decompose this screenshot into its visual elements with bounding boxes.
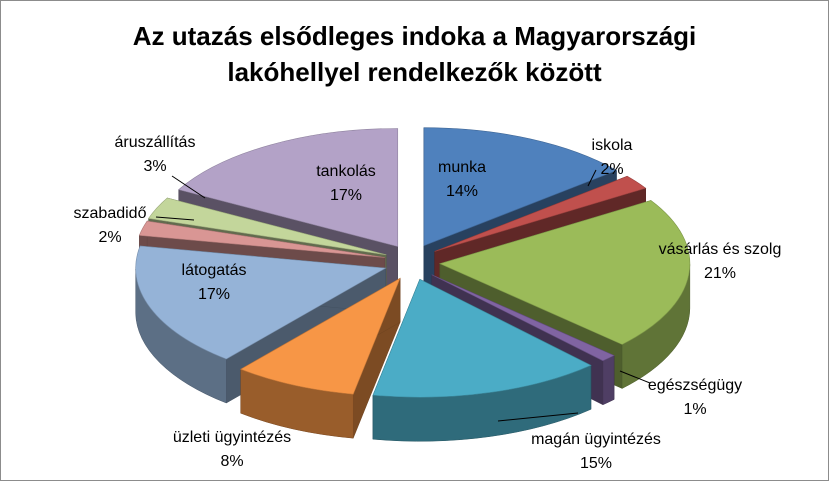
- leader-line-iskola: [587, 169, 597, 187]
- slice-value-szabadid-: 2%: [98, 229, 121, 246]
- slice-value-iskola: 2%: [600, 161, 623, 178]
- slice-value-mag-n-gyint-z-s: 15%: [580, 455, 612, 472]
- slice-value-munka: 14%: [446, 183, 478, 200]
- leader-line-szabadid-: [155, 216, 195, 221]
- slice-label-munka: munka: [438, 159, 486, 176]
- slice-label-eg-szs-g-gy: egészségügy: [648, 377, 742, 394]
- leader-line-eg-szs-g-gy: [619, 370, 651, 384]
- slice-label-v-s-rl-s-s-szolg: vásárlás és szolg: [659, 241, 782, 258]
- slice-value--rusz-ll-t-s: 3%: [143, 158, 166, 175]
- slice-value-v-s-rl-s-s-szolg: 21%: [704, 265, 736, 282]
- slice-label--rusz-ll-t-s: áruszállítás: [115, 134, 196, 151]
- slice-label-szabadid-: szabadidő: [74, 205, 147, 222]
- chart-title-line-1: Az utazás elsődleges indoka a Magyarorsz…: [132, 21, 697, 51]
- slice-label-tankol-s: tankolás: [316, 163, 376, 180]
- slice-mag-n-gyint-z-s: [372, 278, 592, 442]
- chart-title: Az utazás elsődleges indoka a Magyarorsz…: [0, 18, 829, 90]
- slice-value--zleti-gyint-z-s: 8%: [220, 453, 243, 470]
- slice-value-eg-szs-g-gy: 1%: [683, 401, 706, 418]
- chart-title-line-2: lakóhellyel rendelkezők között: [227, 57, 602, 87]
- slice-label-iskola: iskola: [592, 137, 633, 154]
- slice--zleti-gyint-z-s: [240, 277, 401, 439]
- slice-value-tankol-s: 17%: [330, 187, 362, 204]
- slice-label-mag-n-gyint-z-s: magán ügyintézés: [531, 431, 661, 448]
- slice-value-l-togat-s: 17%: [198, 286, 230, 303]
- slice-label-l-togat-s: látogatás: [182, 262, 247, 279]
- slice-label--zleti-gyint-z-s: üzleti ügyintézés: [173, 429, 291, 446]
- leader-line-mag-n-gyint-z-s: [497, 412, 579, 422]
- leader-line--rusz-ll-t-s: [171, 175, 206, 199]
